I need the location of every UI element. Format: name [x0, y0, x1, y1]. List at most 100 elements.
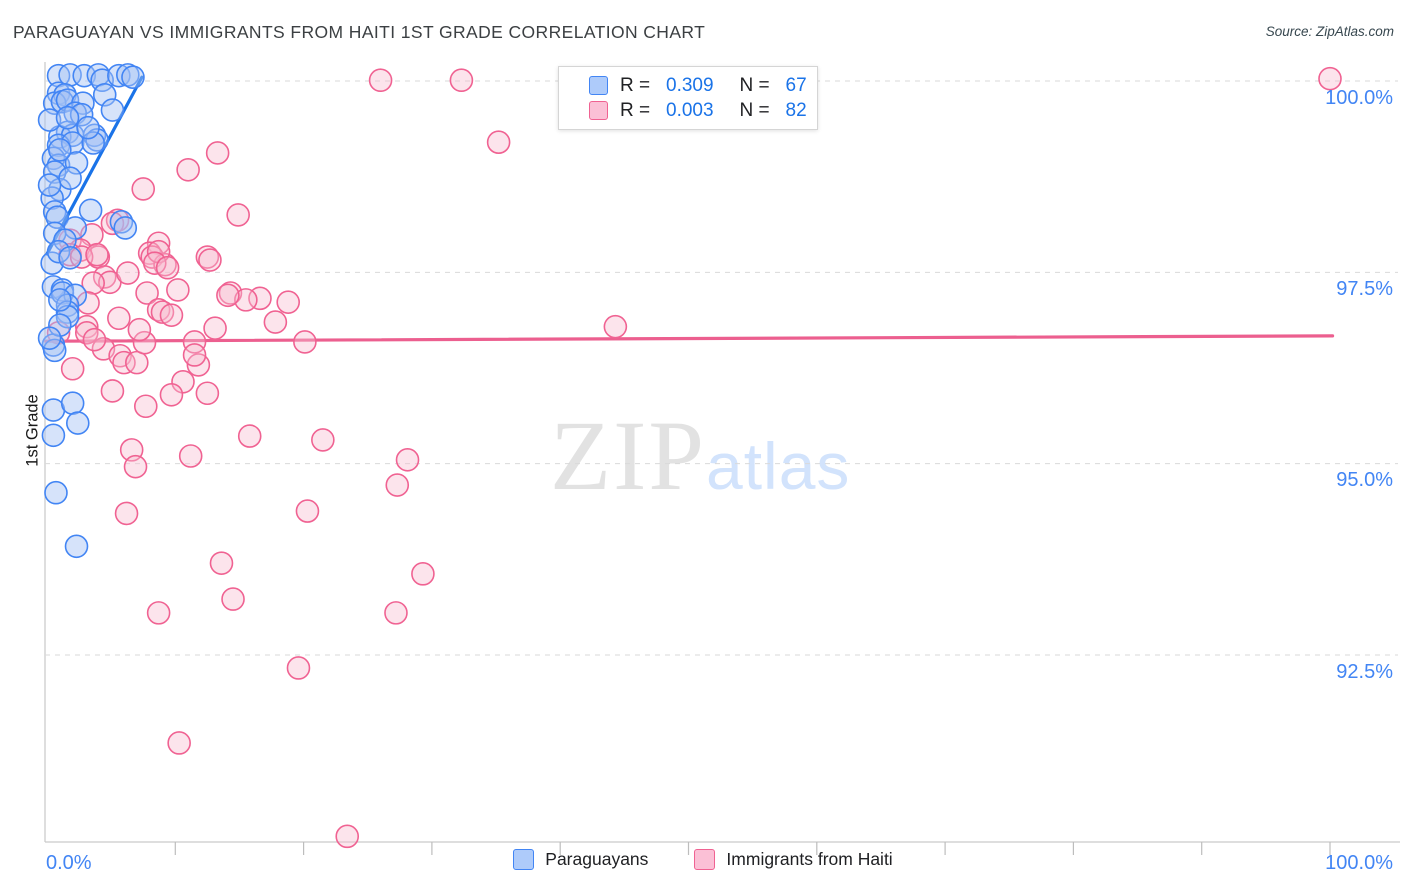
scatter-point-immigrants-from-haiti[interactable] [368, 68, 393, 93]
scatter-point-paraguayans[interactable] [55, 105, 80, 130]
scatter-point-immigrants-from-haiti[interactable] [166, 278, 190, 302]
scatter-point-immigrants-from-haiti[interactable] [311, 428, 335, 452]
scatter-point-immigrants-from-haiti[interactable] [131, 177, 156, 201]
scatter-point-immigrants-from-haiti[interactable] [116, 261, 140, 285]
scatter-point-immigrants-from-haiti[interactable] [293, 330, 317, 354]
scatter-point-immigrants-from-haiti[interactable] [216, 283, 240, 308]
scatter-point-immigrants-from-haiti[interactable] [146, 298, 171, 322]
scatter-point-immigrants-from-haiti[interactable] [146, 601, 171, 625]
paraguayans-swatch-icon [589, 76, 608, 95]
scatter-point-immigrants-from-haiti[interactable] [100, 211, 125, 236]
scatter-point-immigrants-from-haiti[interactable] [85, 242, 109, 267]
legend-item-paraguayans: Paraguayans [513, 849, 648, 870]
scatter-point-paraguayans[interactable] [81, 131, 105, 155]
scatter-point-paraguayans[interactable] [69, 102, 94, 127]
scatter-point-paraguayans[interactable] [78, 198, 103, 223]
scatter-point-immigrants-from-haiti[interactable] [100, 379, 125, 403]
scatter-point-immigrants-from-haiti[interactable] [286, 656, 311, 680]
y-tick-label-92-5: 92.5% [1336, 661, 1393, 683]
scatter-point-immigrants-from-haiti[interactable] [234, 288, 258, 312]
scatter-point-immigrants-from-haiti[interactable] [159, 303, 184, 327]
scatter-point-immigrants-from-haiti[interactable] [123, 454, 148, 479]
y-tick-label-95: 95.0% [1336, 469, 1393, 491]
scatter-point-immigrants-from-haiti[interactable] [226, 203, 250, 227]
scatter-point-immigrants-from-haiti[interactable] [198, 248, 222, 272]
scatter-point-paraguayans[interactable] [76, 115, 100, 140]
scatter-point-immigrants-from-haiti[interactable] [205, 141, 230, 165]
scatter-point-paraguayans[interactable] [113, 216, 138, 240]
scatter-point-immigrants-from-haiti[interactable] [133, 394, 158, 419]
scatter-point-immigrants-from-haiti[interactable] [385, 473, 410, 497]
r-label: R = [620, 74, 651, 96]
scatter-point-immigrants-from-haiti[interactable] [127, 317, 152, 342]
scatter-point-immigrants-from-haiti[interactable] [1318, 66, 1342, 91]
legend-row-paraguayans: R = 0.309 N = 67 [589, 75, 817, 97]
scatter-point-immigrants-from-haiti[interactable] [176, 157, 200, 182]
scatter-point-immigrants-from-haiti[interactable] [107, 306, 131, 331]
scatter-point-paraguayans[interactable] [37, 108, 62, 132]
scatter-point-immigrants-from-haiti[interactable] [182, 330, 207, 354]
scatter-point-immigrants-from-haiti[interactable] [411, 562, 435, 586]
scatter-point-immigrants-from-haiti[interactable] [384, 601, 408, 625]
scatter-point-immigrants-from-haiti[interactable] [135, 281, 159, 305]
scatter-point-immigrants-from-haiti[interactable] [195, 381, 220, 406]
trend-line-immigrants-from-haiti [44, 334, 1335, 343]
scatter-point-immigrants-from-haiti[interactable] [82, 327, 107, 352]
haiti-swatch-icon [589, 101, 608, 120]
scatter-point-paraguayans[interactable] [60, 131, 85, 155]
y-axis-title: 1st Grade [23, 394, 42, 467]
scatter-point-immigrants-from-haiti[interactable] [150, 300, 175, 324]
scatter-point-immigrants-from-haiti[interactable] [182, 343, 207, 367]
scatter-point-immigrants-from-haiti[interactable] [76, 291, 100, 315]
scatter-point-immigrants-from-haiti[interactable] [237, 424, 262, 448]
scatter-point-paraguayans[interactable] [58, 245, 82, 270]
scatter-point-paraguayans[interactable] [55, 88, 80, 112]
scatter-point-paraguayans[interactable] [46, 239, 71, 264]
scatter-point-immigrants-from-haiti[interactable] [335, 824, 360, 849]
scatter-point-immigrants-from-haiti[interactable] [159, 382, 184, 407]
scatter-point-immigrants-from-haiti[interactable] [395, 448, 420, 472]
scatter-point-immigrants-from-haiti[interactable] [114, 501, 139, 526]
n-label: N = [739, 99, 770, 121]
scatter-point-immigrants-from-haiti[interactable] [221, 587, 245, 611]
scatter-point-paraguayans[interactable] [85, 128, 109, 152]
scatter-point-immigrants-from-haiti[interactable] [449, 68, 474, 93]
scatter-point-paraguayans[interactable] [92, 82, 117, 107]
scatter-point-paraguayans[interactable] [42, 338, 67, 363]
scatter-point-immigrants-from-haiti[interactable] [146, 231, 171, 256]
scatter-point-paraguayans[interactable] [64, 151, 89, 175]
scatter-point-immigrants-from-haiti[interactable] [209, 551, 234, 575]
scatter-point-paraguayans[interactable] [60, 391, 85, 415]
scatter-point-immigrants-from-haiti[interactable] [142, 251, 167, 275]
scatter-point-immigrants-from-haiti[interactable] [132, 330, 157, 355]
scatter-point-paraguayans[interactable] [121, 65, 145, 89]
scatter-point-paraguayans[interactable] [37, 326, 62, 350]
scatter-point-immigrants-from-haiti[interactable] [276, 290, 301, 314]
scatter-point-immigrants-from-haiti[interactable] [60, 356, 85, 381]
scatter-point-immigrants-from-haiti[interactable] [295, 499, 320, 523]
scatter-point-paraguayans[interactable] [53, 228, 77, 252]
scatter-point-paraguayans[interactable] [48, 138, 72, 162]
scatter-point-immigrants-from-haiti[interactable] [263, 310, 288, 334]
scatter-point-immigrants-from-haiti[interactable] [112, 350, 136, 375]
scatter-point-immigrants-from-haiti[interactable] [125, 350, 149, 375]
scatter-point-paraguayans[interactable] [48, 288, 72, 312]
scatter-point-immigrants-from-haiti[interactable] [603, 314, 628, 339]
scatter-point-immigrants-from-haiti[interactable] [74, 314, 99, 339]
scatter-point-paraguayans[interactable] [40, 251, 64, 275]
scatter-point-paraguayans[interactable] [65, 411, 90, 435]
scatter-point-paraguayans[interactable] [42, 160, 67, 184]
axes [44, 62, 1400, 843]
scatter-point-paraguayans[interactable] [41, 423, 66, 448]
scatter-point-immigrants-from-haiti[interactable] [167, 731, 191, 755]
scatter-point-paraguayans[interactable] [100, 98, 125, 122]
scatter-point-immigrants-from-haiti[interactable] [203, 316, 227, 340]
scatter-point-paraguayans[interactable] [64, 534, 89, 559]
scatter-point-paraguayans[interactable] [58, 166, 82, 190]
scatter-point-paraguayans[interactable] [44, 480, 68, 505]
scatter-point-immigrants-from-haiti[interactable] [486, 130, 511, 155]
scatter-point-immigrants-from-haiti[interactable] [155, 255, 180, 280]
series-legend: Paraguayans Immigrants from Haiti [0, 849, 1406, 870]
scatter-point-immigrants-from-haiti[interactable] [178, 444, 203, 468]
scatter-point-paraguayans[interactable] [37, 173, 62, 197]
